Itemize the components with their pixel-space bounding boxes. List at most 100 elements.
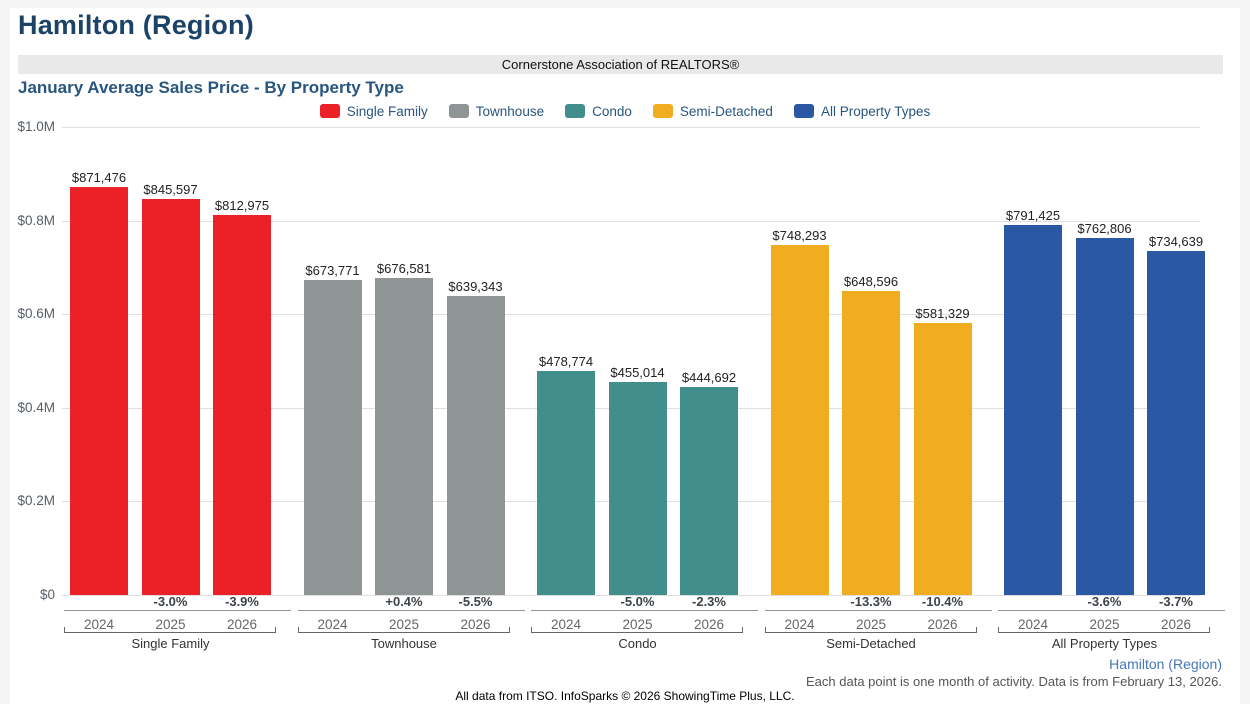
bar-condo-2025 (608, 382, 667, 595)
group-label: All Property Types (1051, 636, 1158, 651)
legend-swatch-icon (319, 104, 340, 118)
year-label: 2026 (1160, 617, 1192, 632)
bar-value-label: $581,329 (915, 305, 970, 321)
bar-townhouse-2025 (375, 278, 433, 595)
bar-value-label: $762,806 (1077, 221, 1132, 236)
report-card: Hamilton (Region) Cornerstone Associatio… (10, 8, 1240, 704)
bar-all-property-types-2026 (1147, 251, 1205, 595)
year-label: 2025 (155, 617, 186, 632)
bar-value-label: $444,692 (681, 369, 737, 385)
group-bracket (64, 627, 276, 633)
group-bracket (531, 627, 743, 633)
y-axis-tick-label: $0.4M (17, 399, 55, 415)
year-label: 2025 (855, 617, 887, 632)
pct-change-label: -3.0% (153, 594, 188, 609)
legend-item-townhouse: Townhouse (448, 103, 545, 119)
bar-single-family-2025 (141, 199, 200, 595)
legend-swatch-icon (448, 104, 469, 118)
pct-change-label: -3.7% (1159, 594, 1193, 609)
page-title: Hamilton (Region) (18, 10, 254, 40)
group-label: Single Family (131, 636, 210, 651)
axis-line (297, 610, 525, 611)
legend-swatch-icon (565, 104, 586, 118)
year-label: 2025 (622, 617, 653, 632)
year-label: 2024 (1017, 617, 1049, 632)
legend-item-condo: Condo (565, 104, 632, 119)
bar-value-label: $748,293 (772, 227, 827, 243)
axis-line (764, 610, 992, 611)
gridline (62, 595, 1200, 596)
axis-line (998, 610, 1225, 611)
axis-line (531, 610, 758, 611)
axis-line (64, 610, 291, 611)
bar-value-label: $845,597 (143, 182, 198, 198)
y-axis-tick-label: $1.0M (17, 119, 55, 134)
year-label: 2025 (388, 617, 420, 632)
legend-item-semi-detached: Semi-Detached (652, 103, 773, 119)
year-label: 2024 (784, 617, 815, 632)
year-label: 2024 (83, 617, 115, 632)
group-label: Condo (618, 636, 657, 651)
legend-label: All Property Types (820, 103, 931, 119)
chart-legend: Single Family Townhouse Condo Semi-Detached… (10, 101, 1240, 121)
legend-label: Single Family (346, 103, 428, 119)
bar-all-property-types-2025 (1075, 238, 1134, 595)
bar-chart: $0 $0.2M $0.4M $0.6M $0.8M $1.0M $871,476 2024 $… (10, 8, 1240, 704)
group-bracket (998, 627, 1210, 633)
pct-change-label: -3.6% (1087, 594, 1122, 609)
pct-change-label: -5.0% (620, 594, 655, 609)
bar-townhouse-2026 (446, 295, 505, 595)
bar-single-family-2026 (213, 214, 271, 595)
y-axis-tick-label: $0.8M (17, 212, 55, 228)
year-label: 2024 (317, 617, 348, 632)
bar-value-label: $673,771 (305, 262, 360, 278)
pct-change-label: -3.9% (225, 594, 259, 609)
bar-value-label: $676,581 (376, 261, 432, 277)
bar-semi-detached-2026 (913, 322, 972, 595)
year-label: 2026 (226, 617, 258, 632)
legend-item-all-property-types: All Property Types (793, 103, 931, 119)
chart-title: January Average Sales Price - By Propert… (18, 78, 404, 97)
bar-value-label: $812,975 (214, 197, 270, 213)
year-label: 2026 (460, 617, 491, 632)
pct-change-label: +0.4% (385, 594, 423, 609)
legend-swatch-icon (793, 104, 814, 118)
year-label: 2026 (927, 617, 958, 632)
footer-region-link[interactable]: Hamilton (Region) (1109, 656, 1222, 672)
legend-swatch-icon (652, 104, 673, 118)
legend-label: Townhouse (475, 103, 545, 119)
pct-change-label: -5.5% (458, 594, 493, 609)
bar-condo-2026 (680, 386, 738, 595)
year-label: 2026 (693, 617, 725, 632)
pct-change-label: -2.3% (692, 594, 726, 609)
group-label: Semi-Detached (826, 636, 916, 651)
y-axis-tick-label: $0.2M (17, 493, 55, 509)
bar-value-label: $791,425 (1005, 207, 1061, 223)
footer-credit: All data from ITSO. InfoSparks © 2026 Sh… (455, 689, 795, 703)
bar-value-label: $639,343 (448, 278, 503, 294)
association-banner: Cornerstone Association of REALTORS® (18, 55, 1223, 74)
gridline (62, 314, 1200, 316)
pct-change-label: -13.3% (850, 594, 892, 609)
pct-change-label: -10.4% (921, 594, 964, 609)
bar-semi-detached-2024 (770, 244, 829, 595)
footer-data-note: Each data point is one month of activity… (806, 674, 1222, 689)
y-axis-tick-label: $0.6M (17, 306, 55, 322)
group-bracket (297, 627, 510, 633)
group-bracket (764, 627, 977, 633)
bar-semi-detached-2025 (842, 291, 900, 595)
bar-value-label: $455,014 (610, 365, 665, 381)
legend-item-single-family: Single Family (319, 103, 428, 119)
bar-townhouse-2024 (303, 279, 362, 595)
bar-value-label: $478,774 (538, 353, 594, 369)
year-label: 2024 (550, 617, 582, 632)
bar-condo-2024 (537, 370, 595, 595)
legend-label: Semi-Detached (679, 103, 773, 119)
bar-value-label: $648,596 (843, 274, 899, 290)
bar-all-property-types-2024 (1004, 224, 1062, 595)
gridline (62, 220, 1200, 222)
bar-value-label: $734,639 (1148, 234, 1204, 250)
bar-single-family-2024 (70, 187, 128, 595)
bar-value-label: $871,476 (71, 170, 127, 186)
legend-label: Condo (592, 103, 632, 119)
